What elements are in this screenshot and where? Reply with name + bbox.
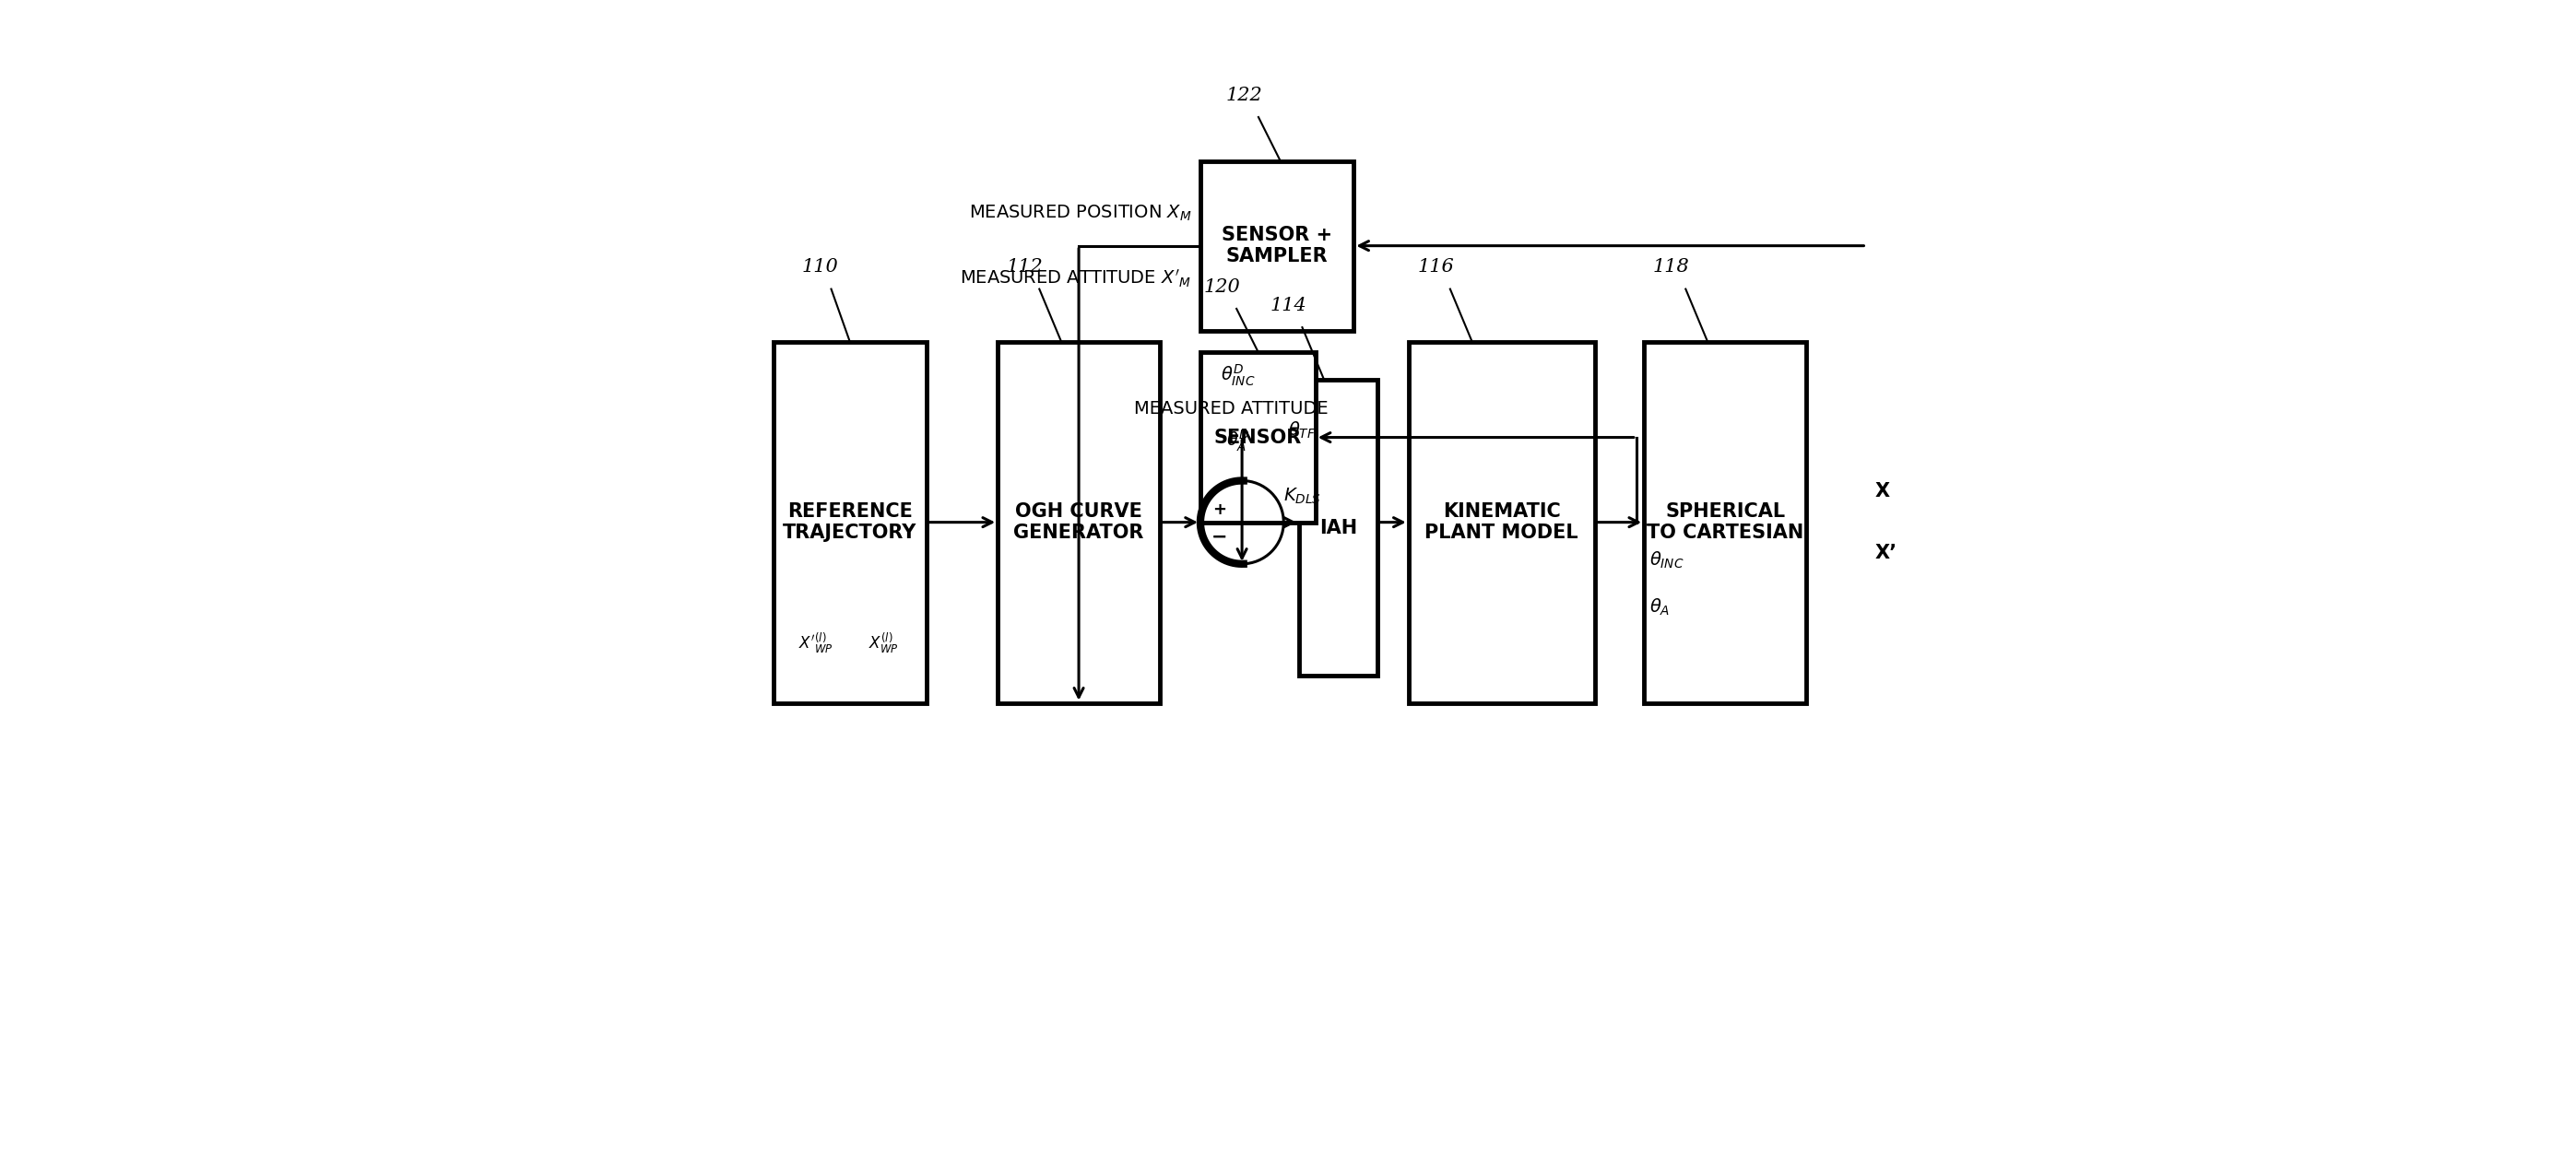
Text: +: + [1213,501,1226,518]
Text: OGH CURVE
GENERATOR: OGH CURVE GENERATOR [1012,502,1144,542]
Text: $\theta_A$: $\theta_A$ [1649,596,1669,617]
Text: −: − [1211,528,1226,546]
Text: MEASURED ATTITUDE $X'_M$: MEASURED ATTITUDE $X'_M$ [961,268,1193,289]
Text: $\theta_{INC}$: $\theta_{INC}$ [1649,550,1685,570]
FancyBboxPatch shape [1643,341,1806,702]
Text: X: X [1875,482,1891,501]
Text: MEASURED POSITION $X_M$: MEASURED POSITION $X_M$ [969,203,1193,223]
Text: $X^{(l)}_{WP}$: $X^{(l)}_{WP}$ [868,630,899,655]
Text: 118: 118 [1654,259,1690,276]
Text: IAH: IAH [1319,518,1358,537]
Text: MEASURED ATTITUDE: MEASURED ATTITUDE [1133,400,1329,418]
Text: KINEMATIC
PLANT MODEL: KINEMATIC PLANT MODEL [1425,502,1579,542]
Text: $K_{DLS}$: $K_{DLS}$ [1283,486,1321,506]
FancyBboxPatch shape [773,341,927,702]
Text: X’: X’ [1875,544,1899,563]
Text: SENSOR +
SAMPLER: SENSOR + SAMPLER [1221,226,1332,266]
Text: SENSOR: SENSOR [1213,429,1301,446]
FancyBboxPatch shape [997,341,1159,702]
Text: 114: 114 [1270,297,1306,315]
Text: 116: 116 [1417,259,1455,276]
FancyBboxPatch shape [1298,380,1378,676]
Text: REFERENCE
TRAJECTORY: REFERENCE TRAJECTORY [783,502,917,542]
FancyBboxPatch shape [1409,341,1595,702]
Text: SPHERICAL
TO CARTESIAN: SPHERICAL TO CARTESIAN [1646,502,1803,542]
Text: 122: 122 [1226,86,1262,104]
Text: $\theta^D_A$: $\theta^D_A$ [1226,428,1249,453]
Text: 110: 110 [801,259,840,276]
Text: $\theta_{TF}$: $\theta_{TF}$ [1288,419,1316,440]
Text: 120: 120 [1203,278,1242,296]
Text: $X'^{(l)}_{WP}$: $X'^{(l)}_{WP}$ [799,630,835,655]
Text: $\theta^D_{INC}$: $\theta^D_{INC}$ [1221,362,1255,388]
Text: 112: 112 [1007,259,1043,276]
FancyBboxPatch shape [1200,353,1316,522]
FancyBboxPatch shape [1200,161,1355,331]
